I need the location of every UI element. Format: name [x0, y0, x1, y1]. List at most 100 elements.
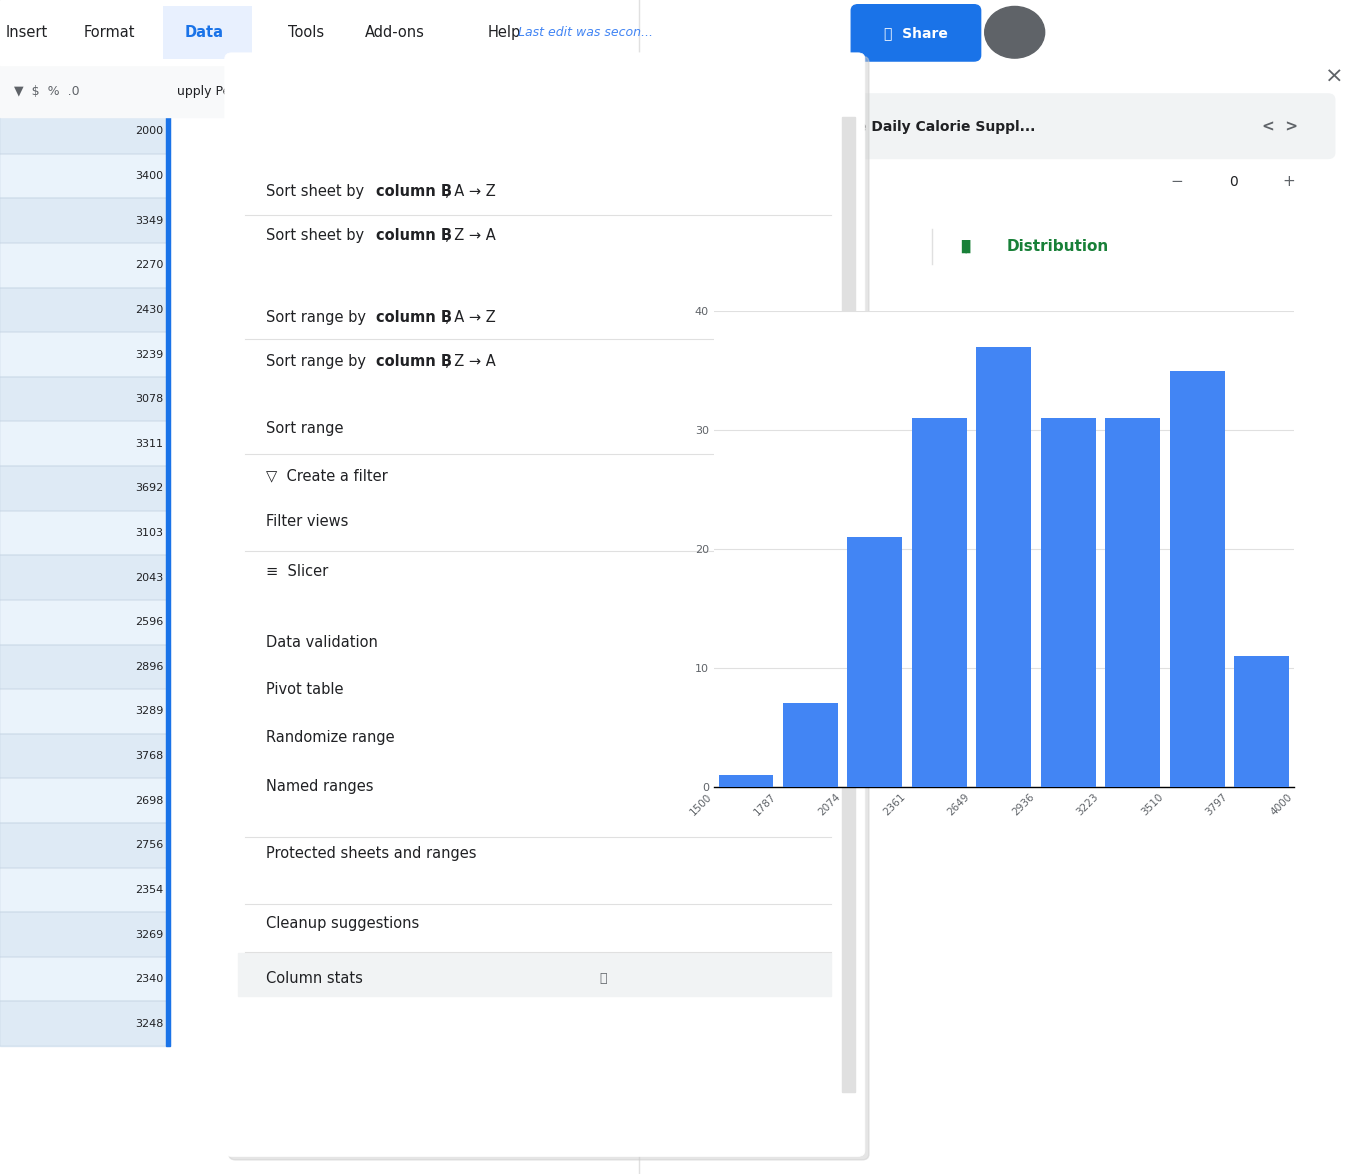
Text: Frequency: Frequency: [673, 877, 787, 896]
FancyBboxPatch shape: [229, 56, 869, 1160]
Text: 2756: 2756: [135, 841, 163, 850]
Bar: [0, 1001, 170, 1046]
Bar: [783, 703, 838, 787]
Text: Data: Data: [185, 25, 223, 40]
Text: 2043: 2043: [135, 573, 163, 582]
FancyBboxPatch shape: [851, 5, 981, 61]
Bar: [0, 778, 170, 823]
Text: Last edit was secon...: Last edit was secon...: [518, 26, 652, 39]
Bar: [1170, 371, 1224, 787]
Text: Data validation: Data validation: [266, 635, 377, 650]
Bar: [0, 466, 170, 511]
Bar: [913, 418, 967, 787]
Bar: [0, 154, 170, 198]
Text: , Z → A: , Z → A: [445, 228, 496, 243]
Bar: [0, 0, 170, 65]
Text: ≡  Slicer: ≡ Slicer: [266, 565, 328, 579]
Text: 2340: 2340: [135, 974, 163, 984]
Text: Sort range by: Sort range by: [266, 310, 370, 325]
Text: 2354: 2354: [135, 885, 163, 895]
Bar: [847, 537, 902, 787]
Bar: [0, 109, 170, 154]
Text: upply Per Capita 2: upply Per Capita 2: [177, 85, 291, 99]
FancyBboxPatch shape: [652, 94, 1335, 158]
Text: Average Daily Ca: Average Daily Ca: [7, 82, 101, 92]
Bar: [0, 1001, 170, 1046]
Text: 3248: 3248: [135, 1019, 163, 1028]
Bar: [0, 332, 170, 377]
Bar: [0, 823, 170, 868]
Bar: [0, 243, 170, 288]
Text: Filter views: Filter views: [266, 514, 347, 529]
Text: ▐▌: ▐▌: [725, 239, 744, 254]
Bar: [0, 243, 170, 288]
Text: 3400: 3400: [135, 171, 163, 181]
Text: 3269: 3269: [135, 930, 163, 939]
Text: ►: ►: [810, 515, 820, 528]
Text: 3103: 3103: [135, 528, 163, 538]
Text: Protected sheets and ranges: Protected sheets and ranges: [266, 846, 477, 861]
Bar: [0, 912, 170, 957]
Text: , A → Z: , A → Z: [445, 184, 496, 200]
Text: Insert: Insert: [5, 25, 49, 40]
Text: Column stats: Column stats: [673, 66, 838, 87]
Bar: [0, 466, 170, 511]
Text: 2596: 2596: [135, 618, 163, 627]
Text: Count: Count: [789, 239, 834, 254]
Text: 🖱: 🖱: [599, 972, 607, 985]
Bar: [0, 957, 170, 1001]
Text: ▐▌: ▐▌: [956, 239, 975, 254]
Text: Format: Format: [83, 25, 135, 40]
Circle shape: [985, 6, 1045, 58]
Bar: [1106, 418, 1160, 787]
Text: Cleanup suggestions: Cleanup suggestions: [266, 916, 419, 931]
Bar: [0, 645, 170, 689]
FancyBboxPatch shape: [225, 53, 865, 1156]
Bar: [0, 377, 170, 421]
Text: 3289: 3289: [135, 707, 163, 716]
Bar: [0, 332, 170, 377]
Bar: [0, 198, 170, 243]
Bar: [0, 511, 170, 555]
Text: Ignore rows: Ignore rows: [693, 175, 774, 189]
Bar: [0, 600, 170, 645]
Bar: [1234, 656, 1288, 787]
Text: 3078: 3078: [135, 394, 163, 404]
Bar: [0, 0, 1362, 65]
Text: ▽  Create a filter: ▽ Create a filter: [266, 468, 387, 484]
Text: Named ranges: Named ranges: [266, 780, 373, 795]
Bar: [0, 65, 170, 109]
Bar: [166, 65, 170, 1046]
Text: column B: column B: [376, 353, 452, 369]
Text: Pivot table: Pivot table: [266, 682, 343, 697]
Bar: [0, 912, 170, 957]
Text: ▼  $  %  .0: ▼ $ % .0: [14, 85, 79, 99]
Text: 3239: 3239: [135, 350, 163, 359]
Text: Column stats: Column stats: [266, 971, 362, 985]
Text: 3311: 3311: [135, 439, 163, 448]
Bar: [238, 953, 831, 996]
Text: 2430: 2430: [135, 305, 163, 315]
Bar: [977, 346, 1031, 787]
Bar: [163, 6, 252, 59]
Bar: [0, 288, 170, 332]
Bar: [0, 734, 170, 778]
Text: column B: column B: [376, 228, 452, 243]
Text: +: +: [1282, 175, 1295, 189]
Bar: [719, 775, 774, 787]
Text: , A → Z: , A → Z: [445, 310, 496, 325]
Bar: [0, 957, 170, 1001]
Bar: [0, 109, 170, 154]
Text: 3692: 3692: [135, 484, 163, 493]
Bar: [0, 511, 170, 555]
Bar: [639, 0, 1362, 1174]
Bar: [0, 555, 170, 600]
Text: <  >: < >: [1263, 120, 1298, 134]
Text: ×: ×: [1325, 66, 1344, 87]
Bar: [0, 689, 170, 734]
Text: Tools: Tools: [289, 25, 324, 40]
Text: Randomize range: Randomize range: [266, 730, 394, 745]
Bar: [0, 689, 170, 734]
FancyBboxPatch shape: [1154, 163, 1200, 201]
Text: 3768: 3768: [135, 751, 163, 761]
